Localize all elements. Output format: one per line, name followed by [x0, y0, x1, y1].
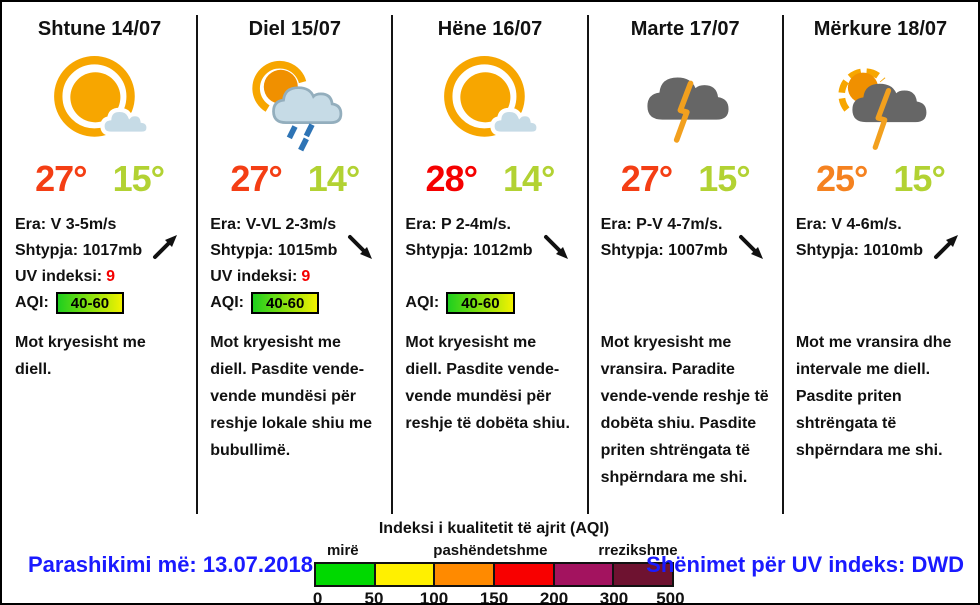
pressure-info: Shtypja: 1007mb: [600, 242, 728, 259]
sun-thunder-cloud-icon: [796, 48, 965, 154]
day-details: Era: V 4-6m/s. Shtypja: 1010mb: [796, 212, 965, 316]
aqi-info: AQI: 40-60: [15, 290, 184, 316]
pressure-info: Shtypja: 1010mb: [795, 242, 923, 259]
pressure-trend-arrow-icon: [541, 232, 571, 262]
day-title: Marte 17/07: [630, 18, 740, 40]
wind-info: Era: P-V 4-7m/s.: [600, 216, 723, 233]
day-title: Diel 15/07: [248, 18, 341, 40]
aqi-segment: [552, 564, 613, 585]
footer: Parashikimi më: 13.07.2018 Indeksi i kua…: [2, 514, 978, 603]
aqi-label: AQI:: [15, 294, 49, 311]
day-details: Era: P-V 4-7m/s. Shtypja: 1007mb: [601, 212, 770, 316]
forecast-date: Parashikimi më: 13.07.2018: [28, 552, 313, 577]
day-columns: Shtune 14/07 27° 15° Era: V 3-5m/s Shtyp…: [2, 2, 978, 514]
uv-source-note: Shënimet për UV indeks: DWD: [646, 552, 964, 577]
uv-label: UV indeksi:: [15, 268, 103, 285]
day-description: Mot me vransira dhe intervale me diell. …: [795, 334, 952, 459]
temperatures: 28° 14°: [405, 156, 574, 202]
sun-small-cloud-icon: [15, 48, 184, 154]
day-description: Mot kryesisht me diell. Pasdite vende-ve…: [405, 334, 570, 432]
high-temp: 27°: [230, 158, 282, 199]
aqi-tick: 0: [312, 589, 323, 605]
temperatures: 27° 15°: [15, 156, 184, 202]
uv-info: UV indeksi: 9: [15, 264, 184, 290]
day-description: Mot kryesisht me diell. Pasdite vende-ve…: [210, 334, 373, 459]
aqi-segment: [316, 564, 374, 585]
aqi-label: AQI:: [405, 294, 440, 311]
aqi-segment: [493, 564, 553, 585]
aqi-badge: 40-60: [250, 291, 320, 314]
aqi-segment: [433, 564, 494, 585]
aqi-tick: 500: [656, 589, 685, 605]
sun-small-cloud-icon: [405, 48, 574, 154]
aqi-info: AQI: 40-60: [405, 290, 574, 316]
day-title: Hëne 16/07: [437, 18, 543, 40]
low-temp: 15°: [698, 158, 750, 199]
low-temp: 15°: [893, 158, 945, 199]
temperatures: 27° 15°: [601, 156, 770, 202]
pressure-trend-arrow-icon: [736, 232, 766, 262]
aqi-legend-labels: mirë pashëndetshme rrezikshme: [314, 542, 678, 562]
aqi-badge: 40-60: [55, 291, 125, 314]
aqi-label-hazardous: rrezikshme: [598, 542, 678, 559]
low-temp: 14°: [503, 158, 555, 199]
day-column-shtune: Shtune 14/07 27° 15° Era: V 3-5m/s Shtyp…: [2, 2, 199, 514]
sun-cloud-rain-icon: [210, 48, 379, 154]
aqi-legend-title: Indeksi i kualitetit të ajrit (AQI): [378, 520, 610, 537]
aqi-tick: 150: [479, 589, 509, 605]
aqi-tick: 100: [419, 589, 449, 605]
high-temp: 28°: [425, 158, 478, 199]
day-column-merkure: Mërkure 18/07 25° 15° Era: V 4-6m/s. Sht…: [783, 2, 978, 514]
aqi-tick: 300: [599, 589, 629, 605]
pressure-trend-arrow-icon: [931, 232, 961, 262]
pressure-trend-arrow-icon: [150, 232, 180, 262]
high-temp: 27°: [35, 158, 87, 199]
pressure-info: Shtypja: 1017mb: [15, 242, 143, 259]
day-title: Mërkure 18/07: [813, 18, 948, 40]
wind-info: Era: V 3-5m/s: [15, 216, 117, 233]
thunder-cloud-icon: [601, 48, 770, 154]
low-temp: 14°: [307, 158, 360, 199]
day-details: Era: V-VL 2-3m/s Shtypja: 1015mb UV inde…: [210, 212, 379, 316]
day-description: Mot kryesisht me diell.: [15, 334, 146, 378]
uv-label: UV indeksi:: [210, 268, 298, 285]
temperatures: 27° 14°: [210, 156, 379, 202]
aqi-label-good: mirë: [326, 542, 359, 559]
aqi-tick: 50: [364, 589, 384, 605]
aqi-tick: 200: [539, 589, 569, 605]
day-description: Mot kryesisht me vransira. Paradite vend…: [600, 334, 769, 486]
uv-value: 9: [301, 268, 311, 285]
temperatures: 25° 15°: [796, 156, 965, 202]
wind-info: Era: V-VL 2-3m/s: [210, 216, 337, 233]
high-temp: 27°: [620, 158, 673, 199]
day-details: Era: V 3-5m/s Shtypja: 1017mb UV indeksi…: [15, 212, 184, 316]
day-details: Era: P 2-4m/s. Shtypja: 1012mb AQI: 40-60: [405, 212, 574, 316]
day-column-marte: Marte 17/07 27° 15° Era: P-V 4-7m/s. Sht…: [588, 2, 785, 514]
aqi-segment: [373, 564, 434, 585]
aqi-info: AQI: 40-60: [210, 290, 379, 316]
day-column-hene: Hëne 16/07 28° 14° Era: P 2-4m/s. Shtypj…: [392, 2, 589, 514]
high-temp: 25°: [815, 158, 868, 199]
aqi-label: AQI:: [210, 294, 244, 311]
aqi-color-bar: [314, 562, 674, 587]
aqi-badge: 40-60: [446, 291, 515, 314]
pressure-trend-arrow-icon: [345, 232, 375, 262]
uv-value: 9: [106, 268, 116, 285]
wind-info: Era: P 2-4m/s.: [405, 216, 511, 233]
uv-info: UV indeksi: 9: [210, 264, 379, 290]
low-temp: 15°: [112, 158, 165, 199]
aqi-label-unhealthy: pashëndetshme: [433, 542, 548, 559]
pressure-info: Shtypja: 1015mb: [210, 242, 338, 259]
day-title: Shtune 14/07: [37, 18, 162, 40]
aqi-segment: [612, 564, 673, 585]
wind-info: Era: V 4-6m/s.: [795, 216, 902, 233]
aqi-scale-ticks: 0 50 100 150 200 300 500: [312, 589, 685, 605]
day-column-diel: Diel 15/07 27° 14° Era: V-VL 2-3m/s Shty…: [197, 2, 394, 514]
pressure-info: Shtypja: 1012mb: [405, 242, 533, 259]
aqi-legend: Indeksi i kualitetit të ajrit (AQI) mirë…: [312, 520, 685, 605]
